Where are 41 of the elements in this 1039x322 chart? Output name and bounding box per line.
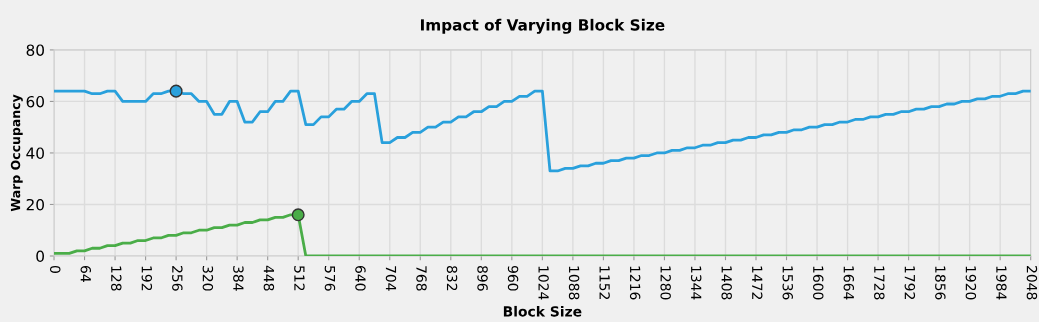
y-tick-label: 20 — [26, 198, 44, 211]
x-tick-label: 960 — [507, 265, 519, 291]
x-tick-label: 0 — [50, 265, 61, 273]
x-tick-label: 1216 — [629, 266, 641, 300]
x-tick-label: 1024 — [538, 266, 549, 300]
y-axis-title: Warp Occupancy — [10, 94, 23, 212]
x-tick-label: 1792 — [904, 266, 916, 299]
y-tick-label: 40 — [26, 147, 44, 159]
x-tick-label: 320 — [202, 266, 214, 291]
x-tick-label: 512 — [294, 266, 305, 291]
x-tick-label: 1280 — [660, 266, 671, 300]
x-tick-label: 1344 — [690, 266, 702, 300]
x-tick-label: 1152 — [599, 266, 610, 299]
x-tick-label: 576 — [324, 266, 336, 291]
x-tick-label: 704 — [385, 266, 397, 291]
x-tick-label: 832 — [446, 265, 458, 291]
x-tick-label: 192 — [141, 266, 153, 291]
x-tick-label: 384 — [233, 266, 244, 291]
x-tick-label: 1984 — [996, 266, 1007, 300]
chart-title: Impact of Varying Block Size — [420, 18, 665, 34]
x-tick-label: 768 — [416, 266, 427, 291]
x-tick-label: 256 — [172, 266, 183, 291]
x-tick-label: 128 — [111, 266, 122, 291]
x-tick-label: 64 — [80, 265, 92, 282]
x-tick-label: 2048 — [1026, 266, 1038, 300]
x-tick-label: 1664 — [843, 266, 855, 300]
y-tick-label: 0 — [36, 250, 44, 263]
y-tick-label: 60 — [26, 95, 44, 108]
x-tick-label: 1408 — [721, 266, 732, 300]
x-tick-label: 448 — [263, 265, 275, 291]
x-tick-label: 896 — [477, 265, 488, 291]
x-tick-label: 640 — [355, 265, 366, 291]
y-tick-label: 80 — [26, 44, 44, 56]
x-tick-label: 1600 — [813, 266, 824, 300]
x-tick-label: 1728 — [874, 266, 885, 300]
x-tick-label: 1088 — [568, 266, 580, 300]
x-tick-label: 1856 — [935, 266, 946, 300]
x-tick-label: 1472 — [752, 266, 763, 299]
x-tick-label: 1920 — [965, 266, 977, 300]
x-axis-title: Block Size — [503, 305, 582, 317]
x-tick-label: 1536 — [782, 266, 793, 300]
